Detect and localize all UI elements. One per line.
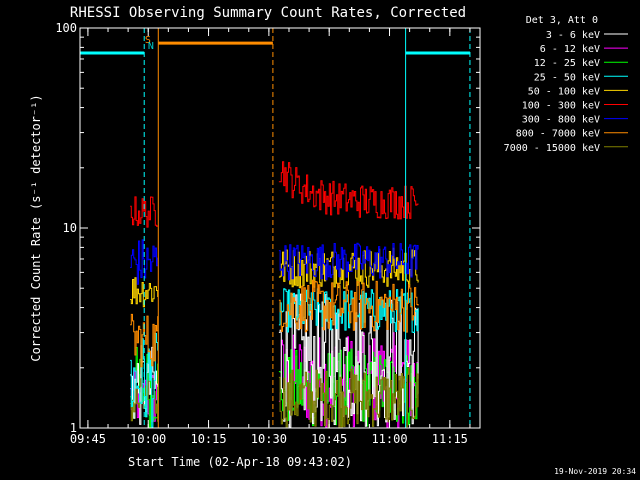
legend: Det 3, Att 0 3 - 6 keV 6 - 12 keV 12 - 25 k… bbox=[504, 15, 628, 154]
series-line bbox=[130, 313, 159, 368]
y-tick-label: 100 bbox=[55, 21, 77, 35]
y-tick-label: 1 bbox=[70, 421, 77, 435]
series-line bbox=[130, 333, 159, 428]
legend-entry-label: 300 - 800 keV bbox=[522, 115, 600, 126]
x-tick-label: 10:45 bbox=[311, 432, 347, 446]
y-axis-label: Corrected Count Rate (s⁻¹ detector⁻¹) bbox=[29, 94, 43, 361]
series-line bbox=[278, 242, 419, 281]
series-line bbox=[278, 279, 419, 333]
legend-entry-label: 25 - 50 keV bbox=[534, 72, 600, 83]
footer-date: 19-Nov-2019 20:34 bbox=[554, 467, 636, 476]
series-line bbox=[278, 247, 419, 289]
legend-entry-label: 50 - 100 keV bbox=[528, 86, 600, 97]
x-axis-label: Start Time (02-Apr-18 09:43:02) bbox=[128, 455, 352, 469]
x-tick-label: 09:45 bbox=[70, 432, 106, 446]
legend-entry-label: 100 - 300 keV bbox=[522, 101, 600, 112]
y-tick-label: 10 bbox=[63, 221, 77, 235]
x-tick-label: 11:00 bbox=[371, 432, 407, 446]
x-tick-label: 10:30 bbox=[251, 432, 287, 446]
axes-layer: 09:45 10:00 10:15 10:30 10:45 11:00 11:15 1 10 10… bbox=[55, 21, 481, 446]
legend-title: Det 3, Att 0 bbox=[526, 15, 598, 26]
chart-title: RHESSI Observing Summary Count Rates, Co… bbox=[70, 5, 466, 21]
series-line bbox=[278, 367, 419, 429]
series-line bbox=[278, 161, 419, 220]
legend-entry-label: 12 - 25 keV bbox=[534, 58, 600, 69]
legend-entry-label: 7000 - 15000 keV bbox=[504, 143, 600, 154]
x-tick-label: 11:15 bbox=[432, 432, 468, 446]
flag-label: S bbox=[145, 35, 151, 46]
legend-entry-label: 800 - 7000 keV bbox=[516, 129, 600, 140]
x-tick-label: 10:00 bbox=[130, 432, 166, 446]
legend-entry-label: 3 - 6 keV bbox=[546, 30, 600, 41]
x-tick-label: 10:15 bbox=[190, 432, 226, 446]
flag-label: N bbox=[148, 41, 154, 52]
legend-entry-label: 6 - 12 keV bbox=[540, 44, 600, 55]
